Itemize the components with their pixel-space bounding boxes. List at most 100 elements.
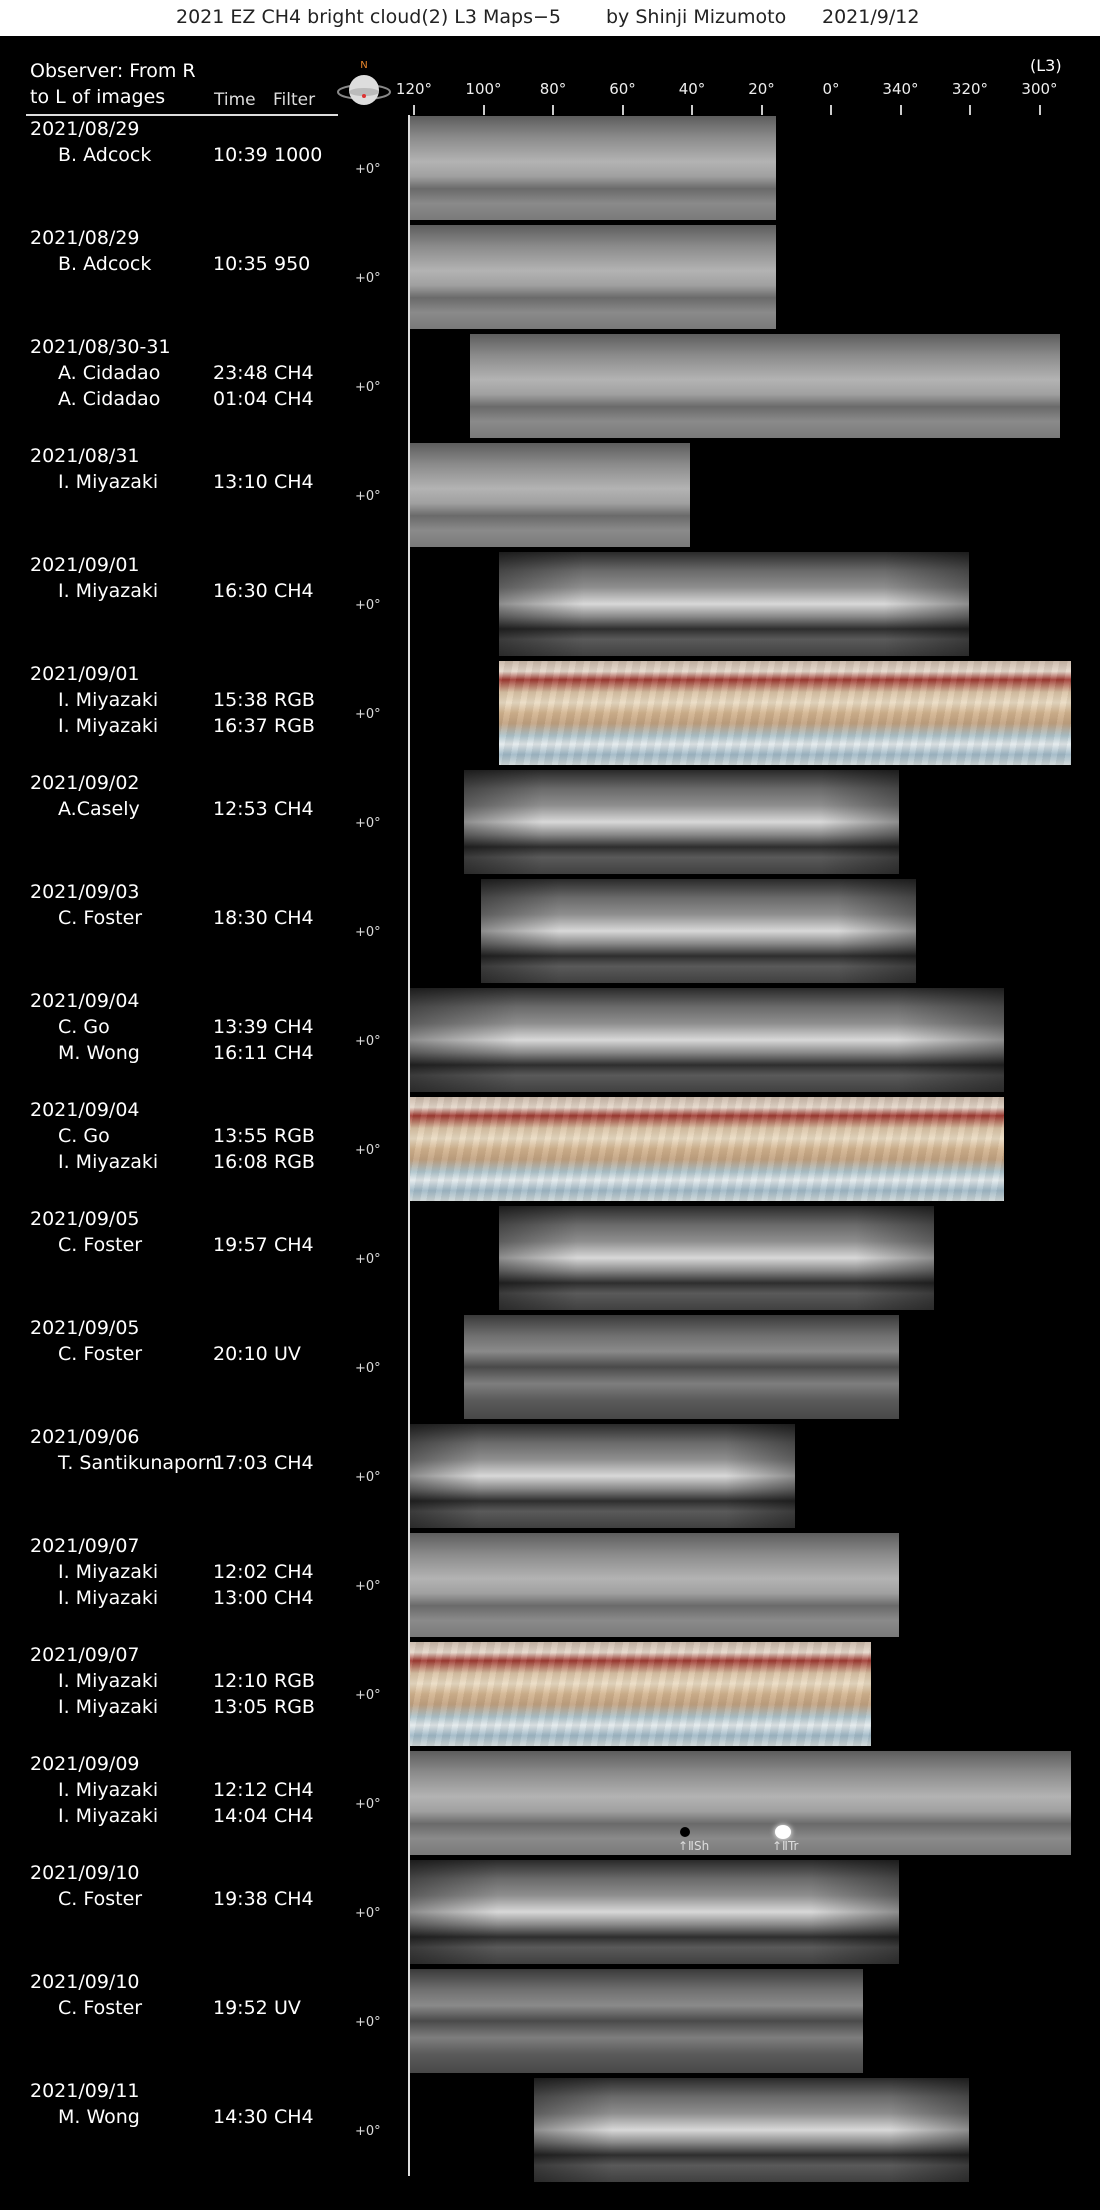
observer-name: M. Wong: [58, 2106, 140, 2128]
observation-row: 2021/08/29 B. Adcock 10:39 1000 +0°: [0, 116, 1100, 226]
observation-date: 2021/09/01: [30, 663, 140, 685]
observation-filter: CH4: [274, 907, 314, 929]
observation-row: 2021/09/07 I. Miyazaki 12:02 CH4 I. Miyazaki…: [0, 1533, 1100, 1643]
observation-filter: UV: [274, 1997, 301, 2019]
longitude-label: 40°: [678, 80, 706, 98]
observer-name: T. Santikunaporn: [58, 1452, 218, 1474]
observation-date: 2021/09/07: [30, 1535, 140, 1557]
longitude-label: 120°: [395, 80, 433, 98]
observation-time: 17:03: [213, 1452, 268, 1474]
map-strip: [410, 443, 691, 547]
longitude-label: 300°: [1021, 80, 1058, 98]
map-strip: [410, 225, 777, 329]
observation-row: 2021/09/05 C. Foster 19:57 CH4 +0°: [0, 1206, 1100, 1316]
longitude-label: 60°: [609, 80, 636, 98]
latitude-label: +0°: [355, 1906, 381, 1921]
latitude-label: +0°: [355, 1797, 381, 1812]
observer-name: C. Go: [58, 1016, 110, 1038]
observer-name: I. Miyazaki: [58, 1561, 159, 1583]
observer-name: M. Wong: [58, 1042, 140, 1064]
latitude-label: +0°: [355, 1143, 381, 1158]
observation-date: 2021/09/10: [30, 1862, 140, 1884]
latitude-label: +0°: [355, 1034, 381, 1049]
observation-row: 2021/09/03 C. Foster 18:30 CH4 +0°: [0, 879, 1100, 989]
observer-name: I. Miyazaki: [58, 1151, 159, 1173]
observation-time: 23:48: [213, 362, 268, 384]
map-axis-line: [408, 115, 410, 2176]
observation-row: 2021/09/10 C. Foster 19:38 CH4 +0°: [0, 1860, 1100, 1970]
observation-row: 2021/09/07 I. Miyazaki 12:10 RGB I. Miyazaki…: [0, 1642, 1100, 1752]
observation-filter: CH4: [274, 1234, 314, 1256]
map-strip: [480, 879, 916, 983]
longitude-label: 0°: [822, 80, 840, 98]
observation-date: 2021/08/29: [30, 227, 140, 249]
longitude-tick: [482, 105, 485, 115]
observation-time: 15:38: [213, 689, 268, 711]
map-strip: [410, 1097, 1004, 1201]
observation-row: 2021/09/01 I. Miyazaki 16:30 CH4 +0°: [0, 552, 1100, 662]
observation-filter: CH4: [274, 1561, 314, 1583]
observation-time: 01:04: [213, 388, 268, 410]
transit-dot: [775, 1825, 791, 1839]
observation-time: 20:10: [213, 1343, 268, 1365]
map-strip: [410, 1969, 864, 2073]
observer-name: C. Foster: [58, 1888, 143, 1910]
latitude-label: +0°: [355, 2015, 381, 2030]
observation-time: 12:53: [213, 798, 268, 820]
observation-time: 10:35: [213, 253, 268, 275]
observation-filter: CH4: [274, 1452, 314, 1474]
observation-time: 12:12: [213, 1779, 268, 1801]
observation-date: 2021/09/10: [30, 1971, 140, 1993]
observer-name: C. Foster: [58, 1234, 143, 1256]
observation-row: 2021/09/10 C. Foster 19:52 UV +0°: [0, 1969, 1100, 2079]
observation-date: 2021/09/05: [30, 1208, 140, 1230]
observation-filter: RGB: [274, 715, 315, 737]
observation-row: 2021/09/04 C. Go 13:55 RGB I. Miyazaki 16:08 R…: [0, 1097, 1100, 1207]
observation-filter: CH4: [274, 1888, 314, 1910]
latitude-label: +0°: [355, 1470, 381, 1485]
observation-time: 14:30: [213, 2106, 268, 2128]
observer-name: I. Miyazaki: [58, 580, 159, 602]
north-label: N: [360, 60, 367, 71]
observation-date: 2021/09/02: [30, 772, 140, 794]
longitude-label: 340°: [882, 80, 919, 98]
observation-filter: RGB: [274, 1696, 315, 1718]
observer-name: C. Foster: [58, 1343, 143, 1365]
header-divider: [26, 114, 338, 116]
observer-name: A. Cidadao: [58, 388, 161, 410]
map-strip: [498, 1206, 934, 1310]
map-strip: ↑ⅡSh ↑ⅡTr: [410, 1751, 1071, 1855]
latitude-label: +0°: [355, 162, 381, 177]
observation-filter: CH4: [274, 1042, 314, 1064]
system-label: (L3): [1030, 56, 1062, 75]
observation-filter: CH4: [274, 362, 314, 384]
observer-name: I. Miyazaki: [58, 1779, 159, 1801]
observation-filter: CH4: [274, 471, 314, 493]
observation-row: 2021/09/05 C. Foster 20:10 UV +0°: [0, 1315, 1100, 1425]
page-title: 2021 EZ CH4 bright cloud(2) L3 Maps−5: [176, 6, 562, 28]
latitude-label: +0°: [355, 380, 381, 395]
observation-row: 2021/08/29 B. Adcock 10:35 950 +0°: [0, 225, 1100, 335]
latitude-label: +0°: [355, 925, 381, 940]
observation-date: 2021/09/07: [30, 1644, 140, 1666]
observer-name: I. Miyazaki: [58, 1805, 159, 1827]
observation-row: 2021/09/04 C. Go 13:39 CH4 M. Wong 16:11 CH4 +0…: [0, 988, 1100, 1098]
observation-time: 16:11: [213, 1042, 268, 1064]
observation-date: 2021/09/04: [30, 1099, 140, 1121]
observation-row: 2021/08/31 I. Miyazaki 13:10 CH4 +0°: [0, 443, 1100, 553]
observation-time: 12:10: [213, 1670, 268, 1692]
observation-row: 2021/09/02 A.Casely 12:53 CH4 +0°: [0, 770, 1100, 880]
longitude-label: 80°: [539, 80, 567, 98]
observation-time: 14:04: [213, 1805, 268, 1827]
title-date: 2021/9/12: [822, 6, 920, 28]
observation-time: 10:39: [213, 144, 268, 166]
latitude-label: +0°: [355, 1361, 381, 1376]
map-strip: [498, 661, 1071, 765]
observation-filter: 1000: [274, 144, 323, 166]
observation-filter: CH4: [274, 2106, 314, 2128]
latitude-label: +0°: [355, 1579, 381, 1594]
observation-filter: 950: [274, 253, 311, 275]
observation-date: 2021/08/30-31: [30, 336, 171, 358]
longitude-tick: [969, 105, 971, 115]
map-strip: [410, 1424, 795, 1528]
